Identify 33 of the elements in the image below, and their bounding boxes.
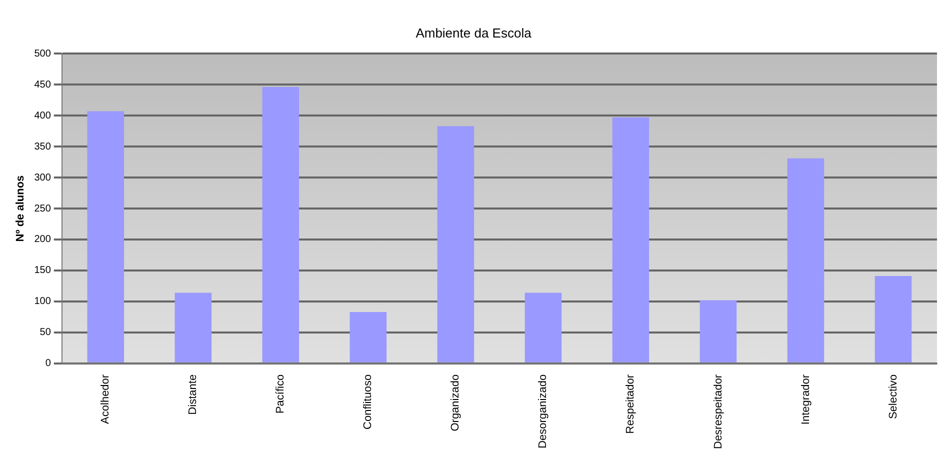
bar (174, 292, 212, 362)
y-tick-label: 150 (34, 265, 52, 276)
y-tick-label: 500 (34, 48, 52, 60)
bar (874, 276, 912, 362)
bar (524, 292, 562, 362)
x-tick-label: Conflituoso (362, 374, 374, 430)
bar (700, 300, 737, 362)
bar (87, 111, 124, 362)
bar (612, 117, 650, 362)
y-axis-title: Nº de alunos (14, 175, 27, 242)
y-tick-label: 0 (45, 358, 52, 370)
bar (787, 158, 824, 362)
x-tick-label: Pacífico (274, 374, 287, 414)
y-tick-label: 300 (34, 172, 52, 184)
x-tick-label: Integrador (800, 374, 812, 425)
bar (262, 87, 300, 362)
x-tick-label: Selectivo (887, 374, 900, 420)
x-tick-label: Acolhedor (100, 374, 112, 424)
y-tick-label: 100 (34, 296, 52, 308)
x-tick-label: Desrespeitador (712, 374, 724, 449)
x-tick-label: Organizado (450, 374, 462, 432)
y-tick-label: 200 (34, 234, 52, 246)
bar (437, 126, 474, 362)
chart-title: Ambiente da Escola (416, 25, 532, 40)
y-tick-label: 50 (40, 327, 52, 338)
x-tick-label: Distante (187, 374, 200, 415)
y-tick-label: 250 (34, 203, 52, 214)
x-tick-label: Respeitador (624, 374, 637, 434)
y-tick-label: 450 (34, 79, 52, 90)
y-tick-label: 400 (34, 110, 52, 122)
bar (350, 312, 387, 362)
y-tick-label: 350 (34, 141, 52, 152)
x-tick-label: Desorganizado (537, 374, 550, 448)
